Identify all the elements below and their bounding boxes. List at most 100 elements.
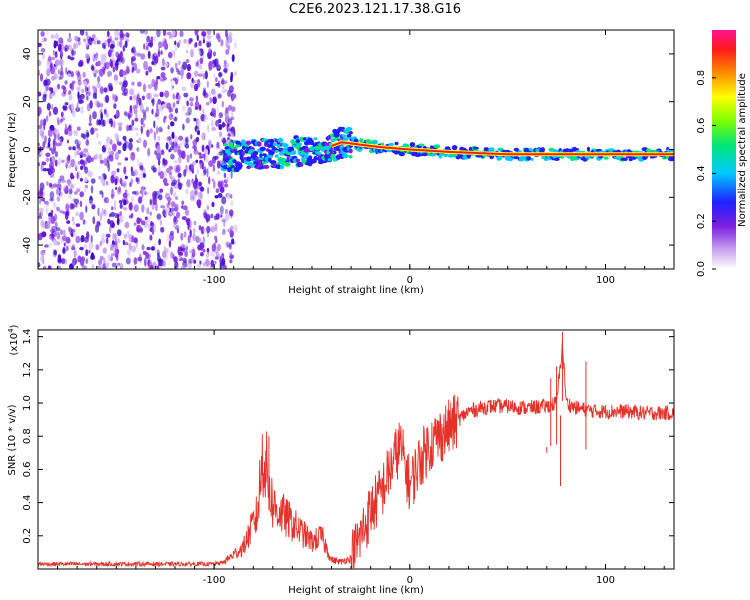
noise-speckle xyxy=(176,228,179,234)
noise-speckle xyxy=(144,216,148,221)
noise-speckle xyxy=(50,215,56,224)
noise-speckle xyxy=(130,126,134,132)
spectral-blob xyxy=(348,155,353,159)
spectral-blob xyxy=(282,158,286,163)
noise-speckle xyxy=(38,142,41,147)
spectral-blob xyxy=(394,141,399,146)
noise-speckle xyxy=(128,243,132,251)
noise-speckle xyxy=(142,111,146,118)
noise-speckle xyxy=(155,78,158,86)
noise-speckle xyxy=(92,111,97,120)
noise-speckle xyxy=(198,50,201,56)
noise-speckle xyxy=(160,226,165,233)
noise-speckle xyxy=(196,199,202,207)
spectral-blob xyxy=(299,163,304,167)
noise-speckle xyxy=(185,117,190,124)
noise-speckle xyxy=(77,91,80,100)
noise-speckle xyxy=(97,76,101,83)
noise-speckle xyxy=(74,191,78,195)
noise-speckle xyxy=(206,232,210,238)
spectral-blob xyxy=(313,137,318,141)
noise-speckle xyxy=(177,145,181,153)
noise-speckle xyxy=(202,248,206,253)
y-tick-label: 1.2 xyxy=(22,362,33,378)
noise-speckle xyxy=(95,53,98,61)
noise-speckle xyxy=(119,215,124,223)
noise-speckle xyxy=(199,244,204,251)
noise-speckle xyxy=(228,37,232,44)
spectral-blob xyxy=(513,155,519,160)
noise-speckle xyxy=(192,139,198,146)
noise-speckle xyxy=(118,262,121,266)
noise-speckle xyxy=(62,246,66,255)
noise-speckle xyxy=(157,158,161,166)
spectral-blob xyxy=(348,131,353,135)
noise-speckle xyxy=(107,39,110,48)
noise-speckle xyxy=(96,119,99,126)
noise-speckle xyxy=(206,205,210,211)
noise-speckle xyxy=(196,168,200,175)
noise-speckle xyxy=(168,136,172,141)
spectrogram-marks xyxy=(38,30,674,269)
noise-speckle xyxy=(107,49,112,58)
noise-speckle xyxy=(49,198,55,202)
noise-speckle xyxy=(119,69,124,78)
noise-speckle xyxy=(104,39,108,47)
noise-speckle xyxy=(76,150,79,156)
noise-speckle xyxy=(229,259,233,264)
noise-speckle xyxy=(80,151,84,155)
spectral-blob xyxy=(530,157,534,161)
spectral-blob xyxy=(405,143,410,149)
noise-speckle xyxy=(145,70,149,76)
noise-speckle xyxy=(92,58,96,62)
noise-speckle xyxy=(228,209,234,217)
noise-speckle xyxy=(44,94,47,98)
noise-speckle xyxy=(198,225,202,231)
noise-speckle xyxy=(229,251,232,257)
noise-speckle xyxy=(158,165,161,174)
noise-speckle xyxy=(200,114,206,122)
noise-speckle xyxy=(62,104,65,110)
noise-speckle xyxy=(95,100,100,107)
noise-speckle xyxy=(58,157,61,166)
noise-speckle xyxy=(94,69,100,74)
spectral-blob xyxy=(373,139,378,145)
noise-speckle xyxy=(111,206,114,211)
noise-speckle xyxy=(83,236,89,243)
noise-speckle xyxy=(110,211,116,217)
noise-speckle xyxy=(73,159,76,164)
noise-speckle xyxy=(167,200,171,205)
spectral-blob xyxy=(559,155,565,159)
noise-speckle xyxy=(166,102,172,110)
noise-speckle xyxy=(208,160,214,168)
noise-speckle xyxy=(48,182,53,188)
noise-speckle xyxy=(170,207,175,212)
noise-speckle xyxy=(153,224,156,233)
noise-speckle xyxy=(76,143,80,149)
noise-speckle xyxy=(190,164,194,169)
noise-speckle xyxy=(76,126,81,131)
noise-speckle xyxy=(106,198,109,204)
noise-speckle xyxy=(174,107,179,114)
y-tick-label: 0.4 xyxy=(22,495,33,511)
noise-speckle xyxy=(83,148,89,153)
noise-speckle xyxy=(53,85,59,93)
noise-speckle xyxy=(147,50,151,59)
noise-speckle xyxy=(54,159,58,167)
noise-speckle xyxy=(192,180,198,190)
noise-speckle xyxy=(50,209,54,215)
noise-speckle xyxy=(113,244,119,250)
noise-speckle xyxy=(214,195,219,199)
noise-speckle xyxy=(201,30,207,37)
noise-speckle xyxy=(228,32,233,37)
noise-speckle xyxy=(130,245,137,253)
noise-speckle xyxy=(141,244,145,251)
noise-speckle xyxy=(156,152,162,161)
spectral-blob xyxy=(246,165,251,170)
noise-speckle xyxy=(178,94,181,101)
spectral-blob xyxy=(338,126,345,130)
noise-speckle xyxy=(49,147,52,151)
noise-speckle xyxy=(107,70,113,77)
noise-speckle xyxy=(83,166,87,170)
noise-speckle xyxy=(132,191,137,195)
